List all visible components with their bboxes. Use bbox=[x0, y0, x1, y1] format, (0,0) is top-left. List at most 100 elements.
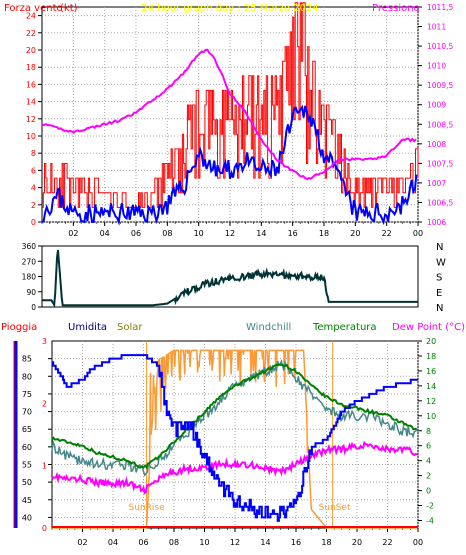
direction-y-tick-label: 180 bbox=[22, 273, 37, 282]
direction-compass-label: N bbox=[436, 242, 443, 253]
temp-x-tick-label: 14 bbox=[260, 538, 270, 547]
pressure-y-tick-label: 1007,5 bbox=[427, 159, 453, 168]
pressure-y-tick-label: 1006 bbox=[427, 218, 446, 227]
direction-y-tick-label: 0 bbox=[31, 303, 36, 312]
wind-x-tick-label: 02 bbox=[68, 229, 78, 238]
sunset-label: SunSet bbox=[319, 503, 351, 513]
legend-item-4: Temperatura bbox=[312, 322, 377, 333]
temperature-series-line bbox=[51, 363, 417, 469]
pressure-y-tick-label: 1010,5 bbox=[427, 42, 453, 51]
direction-y-tick-label: 90 bbox=[26, 288, 36, 297]
temp-y-tick-label: 14 bbox=[426, 382, 436, 391]
wind-y-axis-unit: (kt) bbox=[60, 3, 78, 14]
direction-compass-label: S bbox=[436, 273, 442, 284]
pressure-y-tick-label: 1010 bbox=[427, 62, 446, 71]
wind-x-tick-label: 00 bbox=[413, 229, 423, 238]
temp-x-tick-label: 18 bbox=[321, 538, 331, 547]
pressure-series-line bbox=[41, 48, 417, 181]
temp-x-tick-label: 12 bbox=[230, 538, 240, 547]
wind-y-tick-label: 4 bbox=[31, 184, 36, 193]
humidity-y-tick-label: 80 bbox=[22, 372, 32, 381]
temp-y-tick-label: 12 bbox=[426, 397, 436, 406]
pressure-y-tick-label: 1008,5 bbox=[427, 120, 453, 129]
humidity-y-tick-label: 85 bbox=[22, 355, 32, 364]
temp-x-tick-label: 22 bbox=[382, 538, 392, 547]
wind-x-tick-label: 06 bbox=[131, 229, 141, 238]
temp-y-tick-label: 4 bbox=[426, 457, 431, 466]
rain-y-tick-label: 2 bbox=[42, 399, 47, 408]
pressure-y-tick-label: 1009,5 bbox=[427, 81, 453, 90]
wind-speed-series-line bbox=[41, 104, 418, 226]
wind-y-tick-label: 8 bbox=[31, 149, 36, 158]
pressure-y-tick-label: 1007 bbox=[427, 179, 446, 188]
humidity-y-tick-label: 55 bbox=[22, 460, 32, 469]
legend-item-0: Pioggia bbox=[1, 322, 37, 333]
temp-x-tick-label: 20 bbox=[352, 538, 362, 547]
temp-y-tick-label: 18 bbox=[426, 352, 436, 361]
direction-y-tick-label: 270 bbox=[22, 257, 37, 266]
wind-y-tick-label: 6 bbox=[31, 166, 36, 175]
legend-item-5: Dew Point (°C) bbox=[392, 322, 465, 333]
temp-x-tick-label: 00 bbox=[413, 538, 423, 547]
rain-y-tick-label: 0 bbox=[42, 524, 47, 533]
pressure-y-axis-label: Pressione bbox=[372, 3, 420, 14]
wind-y-tick-label: 14 bbox=[26, 98, 36, 107]
wind-x-tick-label: 08 bbox=[162, 229, 172, 238]
humidity-y-tick-label: 50 bbox=[22, 478, 32, 487]
temp-y-tick-label: 16 bbox=[426, 367, 436, 376]
wind-y-tick-label: 20 bbox=[26, 46, 36, 55]
dewpoint-series-line bbox=[51, 440, 418, 495]
sunrise-label: SunRise bbox=[129, 503, 166, 513]
pressure-y-tick-label: 1009 bbox=[427, 101, 446, 110]
temp-y-tick-label: 20 bbox=[426, 337, 436, 346]
legend-item-3: Windchill bbox=[246, 322, 291, 333]
direction-compass-label: N bbox=[436, 303, 443, 314]
pressure-y-tick-label: 1011,5 bbox=[427, 3, 453, 12]
humidity-y-tick-label: 40 bbox=[22, 513, 32, 522]
temp-x-tick-label: 02 bbox=[77, 538, 87, 547]
wind-pressure-chart: 02468101214161820222410061006,510071007,… bbox=[4, 2, 453, 238]
temp-y-tick-label: 6 bbox=[426, 442, 431, 451]
temp-y-tick-label: 8 bbox=[426, 427, 431, 436]
wind-x-tick-label: 16 bbox=[288, 229, 298, 238]
temp-x-tick-label: 08 bbox=[169, 538, 179, 547]
wind-x-tick-label: 18 bbox=[319, 229, 329, 238]
chart-title: 24 hour graph day : 25 Marzo 2024 bbox=[141, 3, 318, 14]
humidity-y-tick-label: 75 bbox=[22, 390, 32, 399]
wind-y-tick-label: 12 bbox=[26, 115, 36, 124]
wind-y-tick-label: 16 bbox=[26, 80, 36, 89]
rain-y-tick-label: 1 bbox=[42, 462, 47, 471]
humidity-y-tick-label: 45 bbox=[22, 496, 32, 505]
temp-y-tick-label: -4 bbox=[426, 517, 434, 526]
wind-x-tick-label: 20 bbox=[350, 229, 360, 238]
temp-x-tick-label: 10 bbox=[199, 538, 209, 547]
wind-y-tick-label: 0 bbox=[31, 218, 36, 227]
wind-y-tick-label: 22 bbox=[26, 29, 36, 38]
wind-x-tick-label: 12 bbox=[225, 229, 235, 238]
direction-y-tick-label: 360 bbox=[22, 242, 37, 251]
legend-item-2: Solar bbox=[117, 322, 143, 333]
temp-y-tick-label: 2 bbox=[426, 472, 431, 481]
wind-y-tick-label: 18 bbox=[26, 63, 36, 72]
temp-y-tick-label: 0 bbox=[426, 487, 431, 496]
wind-x-tick-label: 10 bbox=[194, 229, 204, 238]
temp-x-tick-label: 06 bbox=[138, 538, 148, 547]
wind-y-tick-label: 24 bbox=[26, 12, 36, 21]
temp-y-tick-label: -2 bbox=[426, 502, 434, 511]
humidity-y-tick-label: 65 bbox=[22, 425, 32, 434]
wind-x-tick-label: 22 bbox=[382, 229, 392, 238]
humidity-y-tick-label: 70 bbox=[22, 408, 32, 417]
direction-compass-label: W bbox=[436, 257, 446, 268]
humidity-y-tick-label: 60 bbox=[22, 443, 32, 452]
pressure-y-tick-label: 1011 bbox=[427, 23, 446, 32]
wind-x-tick-label: 04 bbox=[100, 229, 110, 238]
legend-item-1: Umidita bbox=[68, 322, 107, 333]
wind-y-axis-label: Forza vento bbox=[4, 3, 63, 14]
pressure-y-tick-label: 1006,5 bbox=[427, 198, 453, 207]
wind-y-tick-label: 2 bbox=[31, 201, 36, 210]
temp-x-tick-label: 04 bbox=[108, 538, 118, 547]
rain-y-tick-label: 3 bbox=[42, 337, 47, 346]
direction-compass-label: E bbox=[436, 288, 442, 299]
